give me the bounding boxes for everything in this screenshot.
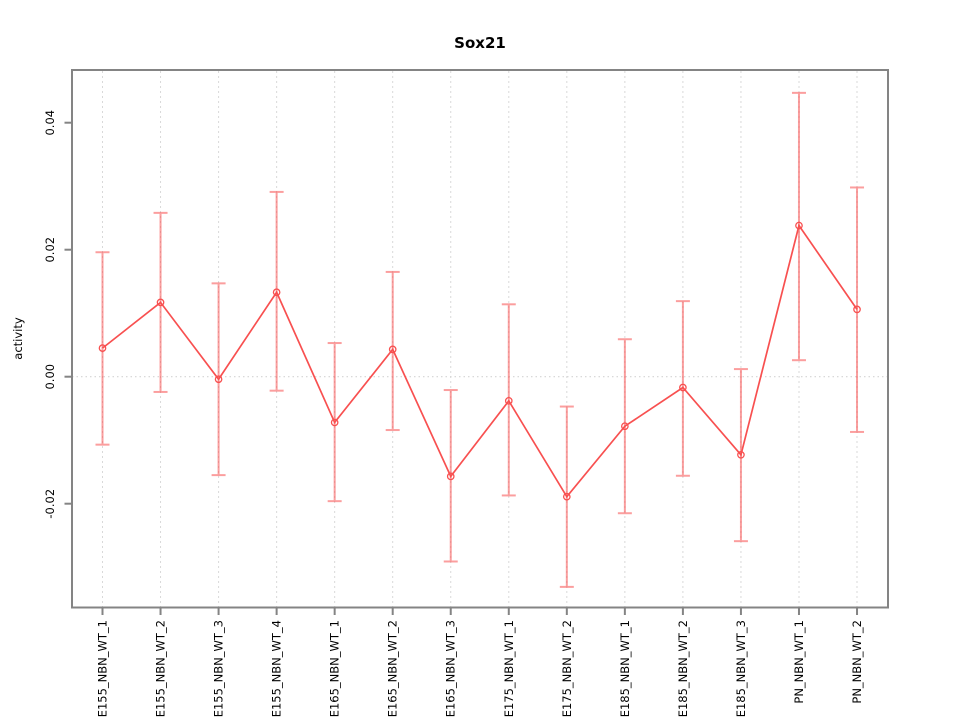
y-tick-label: 0.04: [43, 110, 57, 136]
data-point-marker: [330, 418, 339, 427]
data-point-marker: [98, 344, 107, 352]
x-tick-label: E155_NBN_WT_4: [270, 620, 284, 717]
frame-layer: [64, 69, 889, 615]
x-tick-label: PN_NBN_WT_2: [850, 620, 864, 704]
x-tick-label: E175_NBN_WT_1: [502, 620, 516, 717]
chart-title: Sox21: [454, 34, 506, 52]
x-tick-label: E155_NBN_WT_3: [212, 620, 226, 717]
error-bar: [850, 186, 865, 433]
x-tick-label: E155_NBN_WT_2: [154, 620, 168, 717]
y-tick-label: -0.02: [43, 489, 57, 519]
x-tick-label: E185_NBN_WT_3: [734, 620, 748, 717]
data-point-marker: [504, 396, 513, 405]
data-point-marker: [388, 345, 397, 354]
x-tick-label: E185_NBN_WT_2: [676, 620, 690, 717]
data-layer: [95, 91, 865, 588]
data-point-marker: [737, 450, 745, 459]
x-tick-label: E165_NBN_WT_2: [386, 620, 400, 717]
x-tick-label: E155_NBN_WT_1: [96, 620, 110, 717]
data-point-marker: [214, 375, 223, 384]
data-point-marker: [679, 383, 687, 392]
data-point-marker: [795, 221, 803, 230]
x-tick-label: E165_NBN_WT_1: [328, 620, 342, 717]
x-tick-label: E175_NBN_WT_2: [560, 620, 574, 717]
label-layer: -0.02 0.00 0.02 0.04 E155_NBN_WT_1 E155_NBN_W…: [43, 110, 864, 717]
x-tick-label: PN_NBN_WT_1: [792, 620, 806, 704]
data-point-marker: [156, 298, 165, 307]
y-axis-label: activity: [11, 317, 25, 360]
y-tick-label: 0.00: [43, 364, 57, 390]
data-point-marker: [272, 288, 281, 297]
plot-box: [71, 69, 889, 609]
data-point-marker: [853, 305, 861, 314]
error-bar: [95, 251, 110, 446]
data-point-marker: [562, 492, 571, 501]
data-point-marker: [446, 472, 455, 481]
grid-layer: [72, 71, 888, 608]
data-point-marker: [621, 422, 629, 431]
data-line: [101, 223, 858, 499]
x-tick-label: E165_NBN_WT_3: [444, 620, 458, 717]
x-tick-label: E185_NBN_WT_1: [618, 620, 632, 717]
y-tick-label: 0.02: [43, 237, 57, 263]
